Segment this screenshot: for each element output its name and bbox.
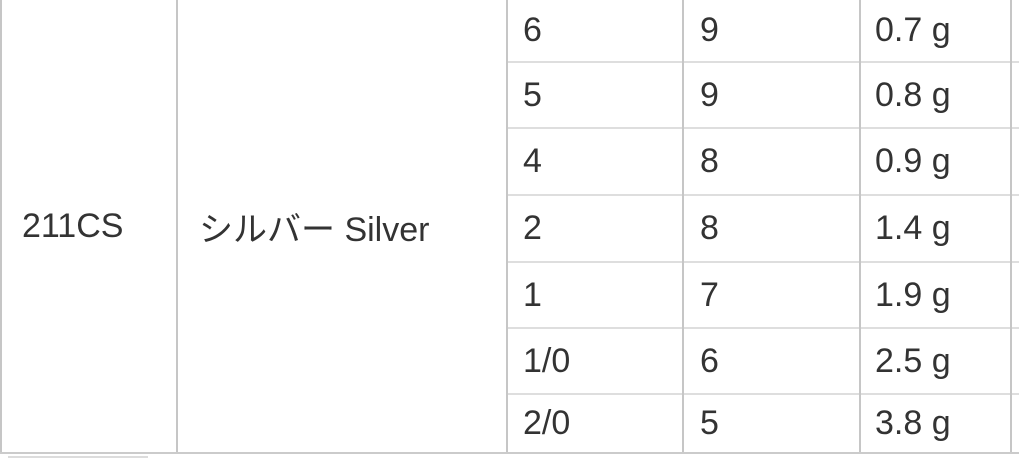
spec-row: 1 7 1.9 g <box>1 261 1019 328</box>
spec-row: 5 9 0.8 g <box>1 61 1019 128</box>
weight-cell: 1.4 g <box>859 194 1011 262</box>
product-color-cell: シルバー Silver <box>176 0 507 454</box>
qty-cell: 6 <box>682 327 860 394</box>
clipped-next-column-cell <box>1010 0 1019 62</box>
qty-cell: 9 <box>682 0 860 62</box>
qty-cell: 5 <box>682 393 860 454</box>
weight-cell: 3.8 g <box>859 393 1011 454</box>
next-table-top-edge <box>8 456 148 458</box>
size-cell: 2 <box>506 194 683 262</box>
spec-row: 2/0 5 3.8 g <box>1 393 1019 454</box>
clipped-next-column-cell <box>1010 61 1019 128</box>
qty-cell: 8 <box>682 194 860 262</box>
qty-cell: 7 <box>682 261 860 328</box>
weight-cell: 2.5 g <box>859 327 1011 394</box>
weight-cell: 0.7 g <box>859 0 1011 62</box>
weight-cell: 0.9 g <box>859 127 1011 195</box>
clipped-next-column-cell <box>1010 127 1019 195</box>
clipped-next-column-cell <box>1010 261 1019 328</box>
spec-row: 1/0 6 2.5 g <box>1 327 1019 394</box>
product-code-cell: 211CS <box>0 0 177 454</box>
size-cell: 6 <box>506 0 683 62</box>
size-cell: 2/0 <box>506 393 683 454</box>
clipped-next-column-cell <box>1010 393 1019 454</box>
qty-cell: 8 <box>682 127 860 195</box>
size-cell: 1/0 <box>506 327 683 394</box>
clipped-next-column-cell <box>1010 327 1019 394</box>
size-cell: 5 <box>506 61 683 128</box>
qty-cell: 9 <box>682 61 860 128</box>
weight-cell: 1.9 g <box>859 261 1011 328</box>
spec-row: 2 8 1.4 g <box>1 194 1019 262</box>
weight-cell: 0.8 g <box>859 61 1011 128</box>
clipped-next-column-cell <box>1010 194 1019 262</box>
size-cell: 4 <box>506 127 683 195</box>
spec-row: 4 8 0.9 g <box>1 127 1019 195</box>
size-cell: 1 <box>506 261 683 328</box>
